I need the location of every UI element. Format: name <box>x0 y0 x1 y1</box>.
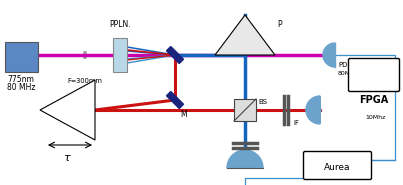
FancyBboxPatch shape <box>234 99 256 121</box>
Polygon shape <box>306 96 320 124</box>
Text: IF: IF <box>293 120 299 126</box>
Text: P: P <box>278 20 283 29</box>
Polygon shape <box>227 150 263 168</box>
FancyBboxPatch shape <box>349 58 399 92</box>
Text: $\tau$: $\tau$ <box>63 153 72 163</box>
Polygon shape <box>166 92 183 108</box>
Text: PD: PD <box>338 62 347 68</box>
FancyBboxPatch shape <box>303 152 372 179</box>
FancyBboxPatch shape <box>113 38 127 72</box>
Polygon shape <box>215 15 275 55</box>
Text: F=300mm: F=300mm <box>68 78 102 84</box>
Text: BS: BS <box>258 99 267 105</box>
Text: FPGA: FPGA <box>359 95 388 105</box>
Text: PPLN.: PPLN. <box>109 20 131 29</box>
Polygon shape <box>40 80 95 140</box>
Text: 10Mhz: 10Mhz <box>365 115 385 120</box>
Text: M: M <box>180 110 187 119</box>
Polygon shape <box>166 46 183 63</box>
Text: 80Mhz: 80Mhz <box>338 71 358 76</box>
Text: 80 MHz: 80 MHz <box>7 83 35 92</box>
FancyBboxPatch shape <box>5 42 38 72</box>
Polygon shape <box>323 43 335 67</box>
Text: Aurea: Aurea <box>324 164 350 172</box>
Text: 775nm: 775nm <box>8 75 34 84</box>
